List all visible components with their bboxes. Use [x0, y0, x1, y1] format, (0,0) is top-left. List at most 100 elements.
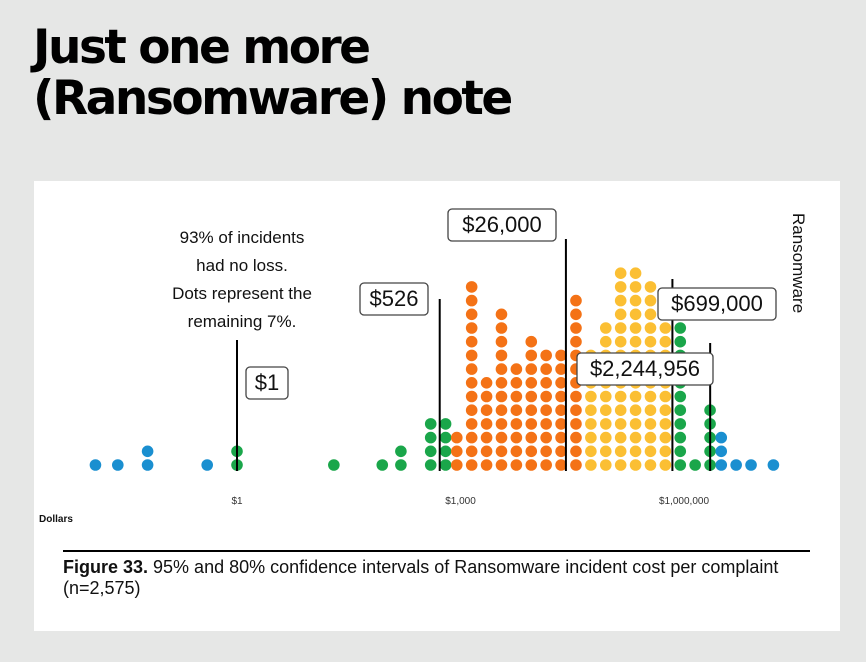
data-dot: [440, 432, 452, 444]
data-dot: [496, 377, 508, 389]
data-dot: [451, 446, 463, 458]
data-dot: [540, 377, 552, 389]
figure-card: $1$526$26,000$699,000$2,244,956$1$1,000$…: [34, 181, 840, 631]
marker-label: $699,000: [658, 288, 776, 320]
y-axis-title: Ransomware: [789, 213, 808, 313]
data-dot: [570, 459, 582, 471]
data-dot: [481, 377, 493, 389]
data-dot: [466, 459, 478, 471]
dot-column: [745, 459, 757, 471]
data-dot: [511, 363, 523, 375]
data-dot: [440, 459, 452, 471]
data-dot: [481, 446, 493, 458]
ransomware-dot-chart: $1$526$26,000$699,000$2,244,956$1$1,000$…: [34, 181, 840, 541]
data-dot: [660, 404, 672, 416]
data-dot: [630, 404, 642, 416]
data-dot: [395, 459, 407, 471]
data-dot: [466, 404, 478, 416]
headline-line-2: (Ransomware) note: [33, 73, 511, 124]
data-dot: [615, 404, 627, 416]
figure-caption: Figure 33. 95% and 80% confidence interv…: [63, 557, 823, 599]
data-dot: [90, 459, 102, 471]
marker-label-text: $2,244,956: [590, 356, 700, 381]
data-dot: [585, 446, 597, 458]
data-dot: [660, 432, 672, 444]
data-dot: [645, 418, 657, 430]
x-axis-title: Dollars: [39, 514, 73, 525]
data-dot: [645, 281, 657, 293]
dot-column: [768, 459, 780, 471]
data-dot: [570, 404, 582, 416]
data-dot: [481, 404, 493, 416]
data-dot: [540, 446, 552, 458]
dot-column: [201, 459, 213, 471]
data-dot: [570, 295, 582, 307]
data-dot: [600, 336, 612, 348]
data-dot: [585, 391, 597, 403]
dot-column: [730, 459, 742, 471]
dot-column: [451, 432, 463, 471]
marker-label-text: $699,000: [671, 291, 763, 316]
dot-column: [674, 322, 686, 471]
data-dot: [425, 446, 437, 458]
figure-caption-text: 95% and 80% confidence intervals of Rans…: [63, 557, 778, 598]
marker-label: $2,244,956: [577, 353, 713, 385]
data-dot: [481, 391, 493, 403]
data-dot: [425, 432, 437, 444]
dot-column: [540, 350, 552, 471]
dot-column: [395, 446, 407, 471]
data-dot: [645, 432, 657, 444]
data-dot: [466, 418, 478, 430]
data-dot: [525, 432, 537, 444]
data-dot: [466, 336, 478, 348]
annotation-line: had no loss.: [196, 256, 288, 275]
data-dot: [440, 446, 452, 458]
headline: Just one more (Ransomware) note: [33, 22, 511, 124]
data-dot: [511, 377, 523, 389]
data-dot: [674, 446, 686, 458]
data-dot: [660, 391, 672, 403]
data-dot: [615, 267, 627, 279]
data-dot: [600, 322, 612, 334]
data-dot: [525, 391, 537, 403]
data-dot: [585, 459, 597, 471]
data-dot: [425, 459, 437, 471]
data-dot: [660, 459, 672, 471]
data-dot: [645, 391, 657, 403]
data-dot: [496, 404, 508, 416]
data-dot: [645, 322, 657, 334]
data-dot: [615, 418, 627, 430]
data-dot: [570, 391, 582, 403]
annotation-line: Dots represent the: [172, 284, 312, 303]
data-dot: [615, 432, 627, 444]
data-dot: [674, 459, 686, 471]
data-dot: [715, 446, 727, 458]
data-dot: [600, 432, 612, 444]
dot-column: [376, 459, 388, 471]
data-dot: [525, 459, 537, 471]
data-dot: [525, 404, 537, 416]
data-dot: [630, 281, 642, 293]
data-dot: [615, 281, 627, 293]
data-dot: [674, 322, 686, 334]
data-dot: [630, 418, 642, 430]
data-dot: [540, 391, 552, 403]
data-dot: [600, 446, 612, 458]
data-dot: [540, 404, 552, 416]
data-dot: [496, 418, 508, 430]
data-dot: [660, 418, 672, 430]
data-dot: [570, 322, 582, 334]
marker-label-text: $526: [370, 286, 419, 311]
data-dot: [496, 309, 508, 321]
data-dot: [525, 350, 537, 362]
x-tick-label: $1: [231, 496, 243, 507]
dot-column: [660, 309, 672, 471]
figure-caption-label: Figure 33.: [63, 557, 148, 577]
data-dot: [511, 404, 523, 416]
dot-column: [511, 363, 523, 471]
data-dot: [570, 309, 582, 321]
dot-column: [689, 459, 701, 471]
data-dot: [425, 418, 437, 430]
marker-label: $26,000: [448, 209, 556, 241]
data-dot: [570, 336, 582, 348]
